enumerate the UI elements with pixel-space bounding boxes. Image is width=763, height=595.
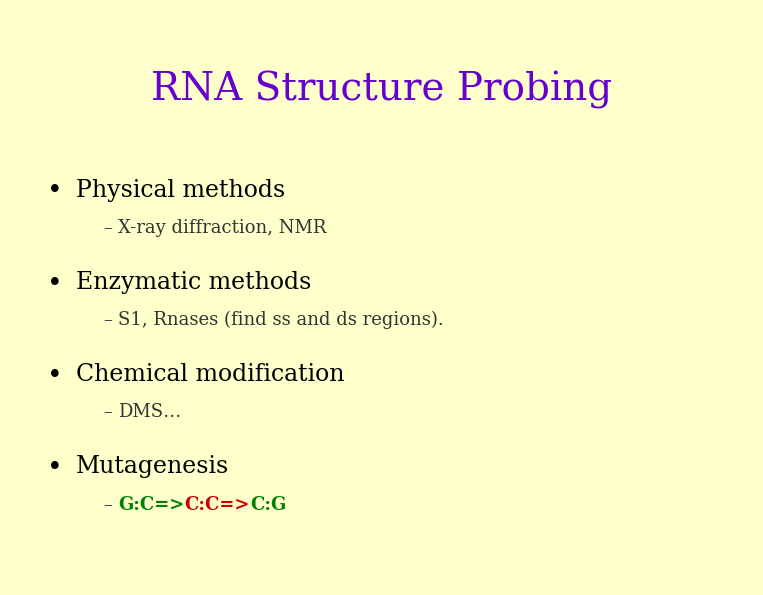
- Text: •: •: [47, 178, 63, 203]
- Text: S1, Rnases (find ss and ds regions).: S1, Rnases (find ss and ds regions).: [118, 311, 444, 330]
- Text: RNA Structure Probing: RNA Structure Probing: [151, 71, 612, 109]
- Text: –: –: [103, 219, 112, 237]
- Text: –: –: [103, 311, 112, 329]
- Text: C:C=>: C:C=>: [185, 496, 250, 513]
- Text: •: •: [47, 455, 63, 480]
- Text: G:C=>: G:C=>: [118, 496, 185, 513]
- Text: DMS…: DMS…: [118, 403, 182, 421]
- Text: X-ray diffraction, NMR: X-ray diffraction, NMR: [118, 219, 327, 237]
- Text: Enzymatic methods: Enzymatic methods: [76, 271, 311, 294]
- Text: C:G: C:G: [250, 496, 286, 513]
- Text: Physical methods: Physical methods: [76, 178, 285, 202]
- Text: –: –: [103, 496, 112, 513]
- Text: •: •: [47, 271, 63, 296]
- Text: –: –: [103, 403, 112, 421]
- Text: Chemical modification: Chemical modification: [76, 363, 345, 386]
- Text: •: •: [47, 363, 63, 388]
- Text: Mutagenesis: Mutagenesis: [76, 455, 230, 478]
